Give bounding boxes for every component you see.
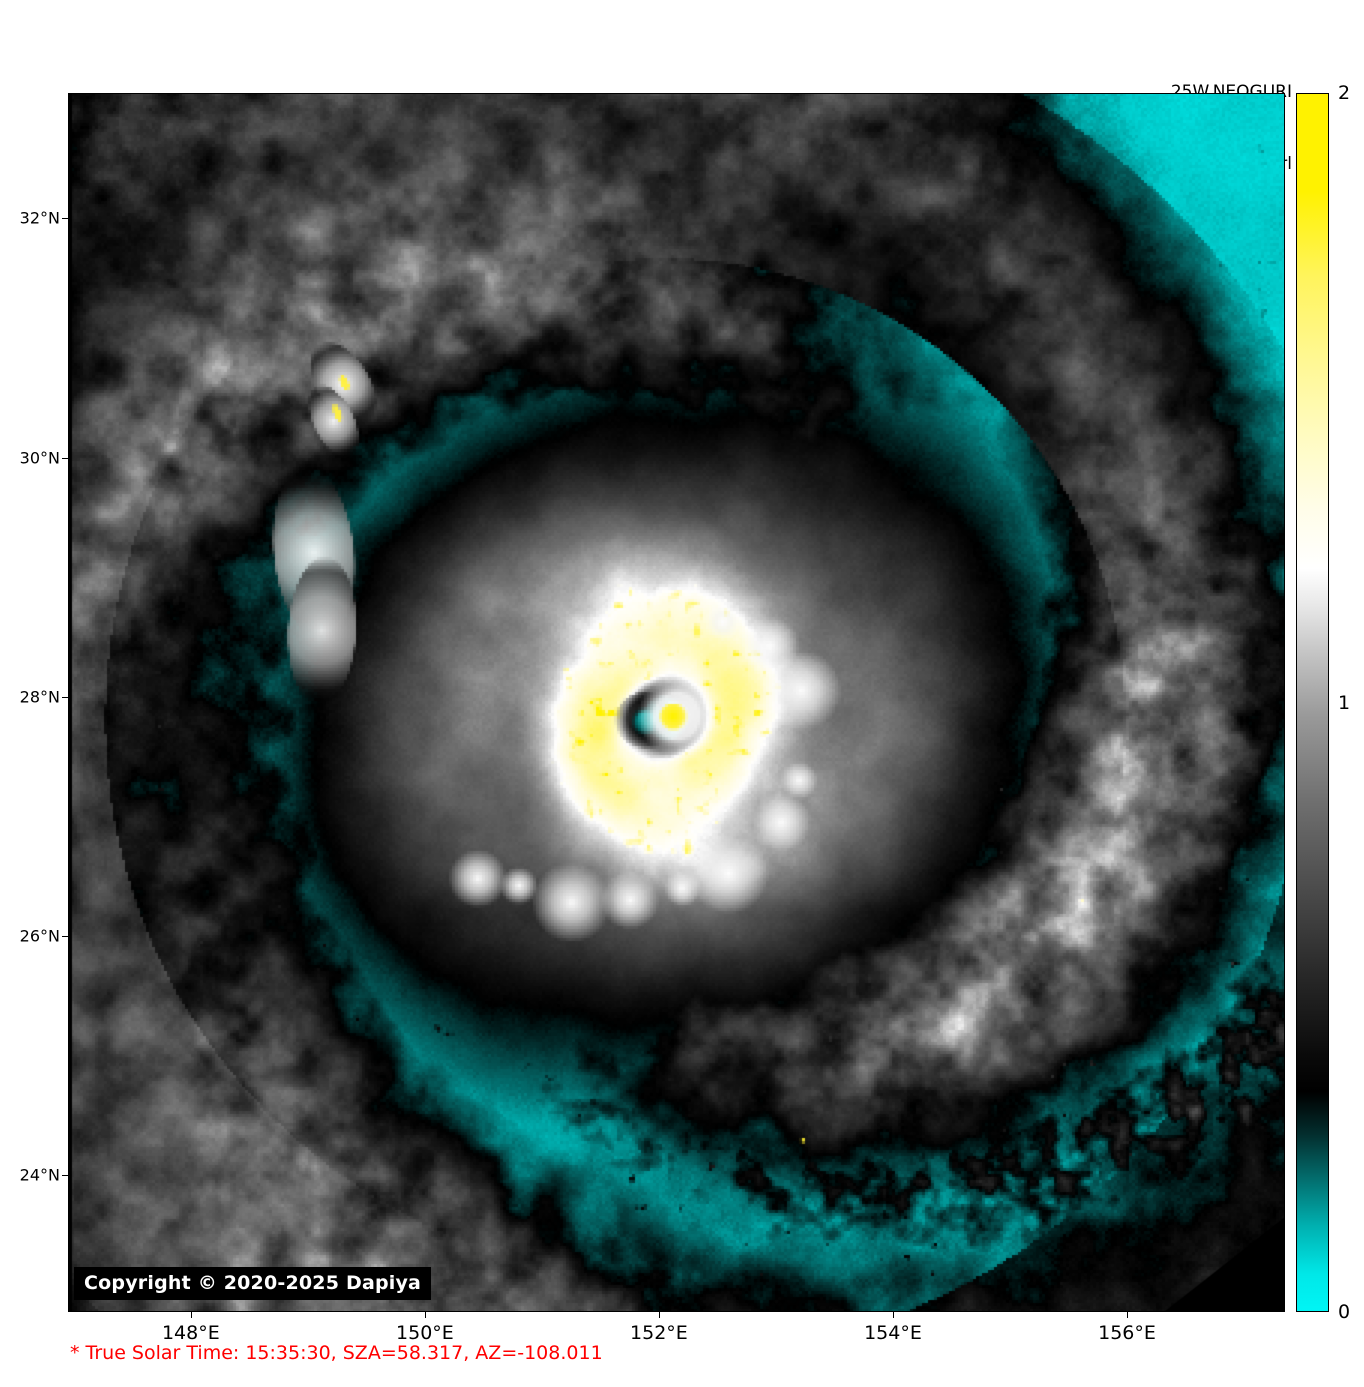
satellite-imagery-canvas [68,93,1285,1312]
y-tick-mark [62,696,68,698]
x-tick-mark [424,1312,426,1318]
y-tick-label: 30°N [19,448,60,467]
x-tick-mark [190,1312,192,1318]
y-tick-mark [62,1174,68,1176]
x-tick-label: 148°E [161,1322,220,1344]
x-tick-label: 156°E [1098,1322,1156,1344]
y-tick-label: 24°N [19,1165,60,1185]
satellite-image-plot: Copyright © 2020-2025 Dapiya [68,93,1285,1312]
y-tick-label: 28°N [19,687,60,707]
copyright-watermark: Copyright © 2020-2025 Dapiya [74,1267,432,1300]
colorbar [1296,93,1329,1312]
y-tick-label: 26°N [19,926,60,946]
x-tick-mark [658,1312,660,1318]
y-tick-mark [62,457,68,459]
colorbar-tick-label: 0 [1338,1301,1351,1323]
x-tick-mark [892,1312,894,1318]
y-tick-mark [62,935,68,937]
colorbar-tick-label: 1 [1338,691,1351,714]
x-tick-label: 150°E [396,1322,454,1344]
x-tick-mark [1127,1312,1129,1318]
colorbar-tick-label: 2 [1338,82,1351,104]
x-tick-label: 154°E [864,1322,922,1344]
y-tick-mark [62,218,68,220]
x-tick-label: 152°E [630,1322,688,1344]
solar-geometry-note: * True Solar Time: 15:35:30, SZA=58.317,… [70,1342,603,1364]
y-tick-label: 32°N [19,208,60,228]
